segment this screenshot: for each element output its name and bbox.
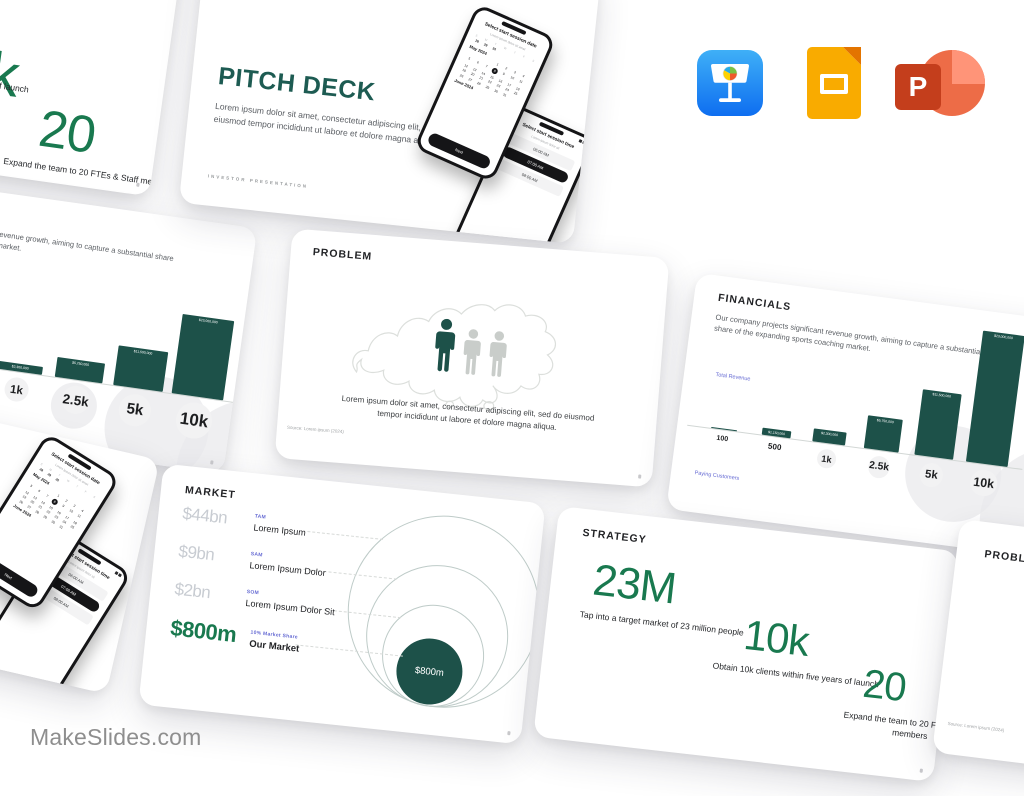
stat-team: 20	[860, 661, 908, 711]
x-tick-2.5k: 2.5k	[44, 382, 107, 418]
slide-cover[interactable]: PITCH DECK Lorem ipsum dolor sit amet, c…	[178, 0, 602, 244]
slide-strategy[interactable]: STRATEGY 23M Tap into a target market of…	[533, 505, 959, 783]
page-number-mark	[210, 460, 214, 465]
page-number-mark	[638, 474, 642, 479]
region-map-outline	[334, 275, 602, 428]
x-tick-10k: 10k	[956, 467, 1012, 500]
page-number-mark	[919, 768, 924, 773]
x-tick-1k: 1k	[799, 446, 854, 472]
tam-tag: TAM	[254, 513, 267, 521]
x-tick-1k: 1k	[0, 373, 48, 405]
google-slides-icon[interactable]	[807, 47, 861, 119]
keynote-icon[interactable]	[697, 50, 763, 116]
person-icon	[486, 330, 509, 383]
sam-value: $9bn	[177, 541, 216, 565]
our-market-label: Our Market	[248, 638, 300, 655]
stat-market-caption: Tap into a target market of 23 million p…	[579, 609, 745, 638]
source-note: Source: Lorem ipsum (2024)	[286, 424, 345, 435]
tam-value: $44bn	[181, 503, 229, 528]
som-tag: SOM	[246, 588, 260, 597]
cover-footer: INVESTOR PRESENTATION	[207, 173, 309, 189]
bar-2.5k: $5,750,000	[863, 415, 904, 453]
page-number-mark	[136, 182, 140, 187]
sam-label: Lorem Ipsum Dolor	[249, 560, 327, 579]
site-logo[interactable]: MakeSlides.com	[30, 724, 202, 750]
powerpoint-tile: P	[895, 64, 941, 110]
slide-title: STRATEGY	[581, 526, 648, 547]
financials-bar-chart: 100 $1,150,000 500 $2,300,000 1k $5,750,000 2.…	[669, 293, 1024, 544]
x-tick-10k: 10k	[162, 399, 226, 443]
x-tick-5k: 5k	[904, 460, 960, 491]
person-icon-highlighted	[431, 318, 458, 379]
slide-financials[interactable]: FINANCIALS Our company projects signific…	[666, 272, 1024, 562]
x-tick-500: 500	[767, 441, 782, 453]
powerpoint-icon[interactable]: P	[895, 48, 985, 120]
status-icons	[578, 138, 587, 145]
slide-strategy-partial[interactable]: 10k Obtain 10k clients within five years…	[0, 0, 187, 197]
bar-2.5k: $5,750,000	[54, 356, 105, 384]
bar-5k: $11,500,000	[914, 389, 962, 460]
slide-title: MARKET	[184, 484, 237, 502]
stat-clients: 10k	[741, 610, 812, 665]
next-button: Next	[0, 553, 40, 600]
bar-10k: $23,000,000	[965, 330, 1024, 467]
som-label: Lorem Ipsum Dolor Sit	[245, 597, 336, 618]
powerpoint-letter: P	[908, 71, 928, 102]
slide-body: Our company projects significant revenue…	[0, 214, 175, 264]
stat-clients-caption: Obtain 10k clients within five years of …	[712, 660, 880, 690]
sam-tag: SAM	[250, 551, 263, 559]
bar-5k: $11,500,000	[113, 345, 169, 392]
slide-title: PROBLEM	[983, 548, 1024, 568]
bar-10k: $23,000,000	[171, 313, 235, 401]
status-icons	[114, 570, 122, 577]
som-value: $2bn	[173, 579, 212, 603]
slide-financials-partial[interactable]: FINANCIALS Our company projects signific…	[0, 173, 258, 475]
page-number-mark	[507, 731, 511, 736]
x-tick-5k: 5k	[103, 390, 167, 430]
next-button: Next	[426, 131, 492, 171]
person-icon	[460, 328, 483, 381]
x-tick-100: 100	[716, 434, 729, 444]
cover-title: PITCH DECK	[216, 62, 377, 107]
our-market-bubble-label: $800m	[414, 664, 445, 679]
google-slides-frame	[820, 74, 848, 94]
stat-team: 20	[35, 99, 99, 165]
tam-label: Lorem Ipsum	[253, 522, 307, 538]
our-market-value: $800m	[169, 615, 238, 648]
stat-clients: 10k	[0, 30, 23, 110]
stat-market: 23M	[590, 555, 679, 614]
google-slides-doc	[807, 47, 861, 119]
source-note: Source: Lorem ipsum (2024)	[947, 720, 1005, 733]
slide-problem[interactable]: PROBLEM Lorem ipsum dolor sit amet, cons…	[274, 228, 670, 488]
slide-title: PROBLEM	[312, 246, 373, 263]
slide-market[interactable]: MARKET $800m $44bn TAM Lorem Ipsum $9bn …	[138, 463, 546, 745]
google-slides-fold	[843, 47, 861, 65]
leader-line	[307, 530, 384, 540]
x-tick-2.5k: 2.5k	[851, 453, 906, 481]
